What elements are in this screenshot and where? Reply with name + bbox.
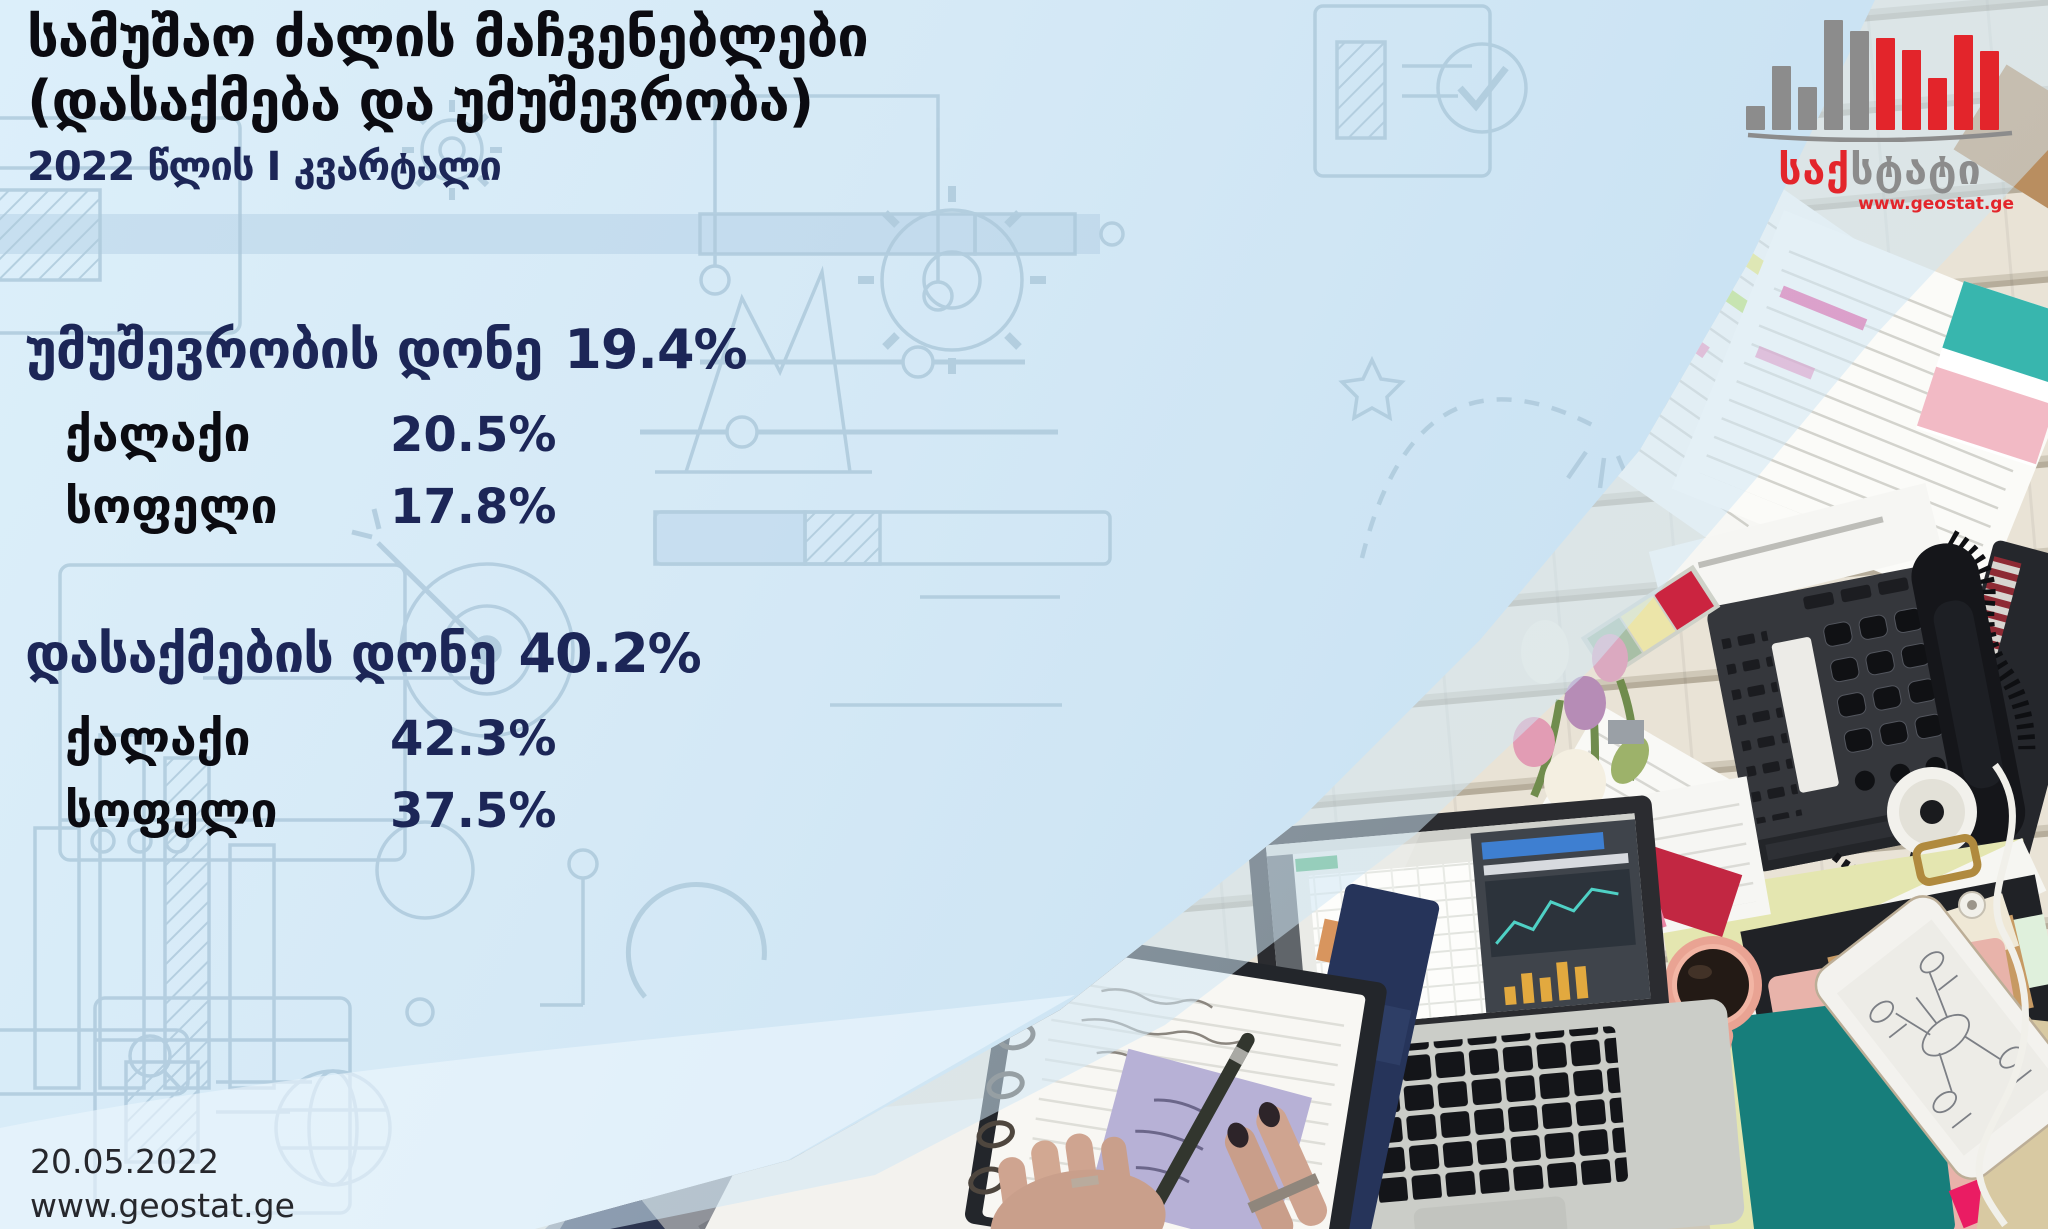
logo-bar [1954, 35, 1973, 130]
logo-bar [1928, 78, 1947, 130]
section-unemployment: უმუშევრობის დონე 19.4% ქალაქი 20.5% სოფე… [25, 318, 748, 535]
office-phone [1707, 530, 2036, 892]
logo-wordmark-red: საქ [1778, 146, 1851, 194]
logo-url: www.geostat.ge [1858, 194, 2014, 214]
clipboard-clip [1912, 834, 1982, 886]
logo-bar [1876, 38, 1895, 130]
row-label: ქალაქი [65, 407, 251, 463]
page-title-line2: (დასაქმება და უმუშევრობა) [27, 68, 814, 134]
logo-bar [1902, 50, 1921, 130]
row-value: 42.3% [390, 711, 557, 767]
logo-bar [1980, 51, 1999, 130]
logo-bar [1824, 20, 1843, 130]
pen [1136, 1032, 1255, 1229]
logo-wordmark-gray: სტატი [1850, 146, 1982, 194]
unemployment-row-rural: სოფელი 17.8% [25, 479, 747, 535]
earphones [1958, 762, 2029, 1228]
hands [990, 1102, 1328, 1229]
employment-row-urban: ქალაქი 42.3% [25, 711, 701, 767]
logo-bar [1746, 106, 1765, 130]
row-label: ქალაქი [65, 711, 251, 767]
row-label: სოფელი [65, 783, 278, 839]
row-label: სოფელი [65, 479, 278, 535]
logo-bar [1798, 87, 1817, 130]
unemployment-heading: უმუშევრობის დონე [25, 318, 543, 381]
logo-wordmark: საქ სტატი [1746, 146, 2014, 194]
footer: 20.05.2022 www.geostat.ge [30, 1140, 295, 1227]
employment-row-rural: სოფელი 37.5% [25, 783, 701, 839]
paper-roll [1887, 767, 1977, 857]
section-employment: დასაქმების დონე 40.2% ქალაქი 42.3% სოფელ… [25, 622, 702, 839]
page-title-line1: სამუშაო ძალის მაჩვენებლები [27, 5, 869, 70]
employment-heading: დასაქმების დონე [25, 622, 497, 685]
unemployment-row-urban: ქალაქი 20.5% [25, 407, 747, 463]
employment-rate-value: 40.2% [518, 622, 701, 685]
logo-bar [1772, 66, 1791, 130]
logo-bar [1850, 31, 1869, 130]
row-value: 20.5% [390, 407, 557, 463]
logo-bar-chart-icon [1746, 18, 2014, 130]
logo-underline-swoosh [1747, 130, 2013, 142]
publish-date: 20.05.2022 [30, 1142, 219, 1181]
row-value: 37.5% [390, 783, 557, 839]
row-value: 17.8% [390, 479, 557, 535]
page-subtitle: 2022 წლის I კვარტალი [27, 143, 502, 190]
geostat-logo: საქ სტატი www.geostat.ge [1746, 18, 2014, 214]
unemployment-rate-value: 19.4% [564, 318, 747, 381]
title-block: სამუშაო ძალის მაჩვენებლები (დასაქმება და… [27, 5, 869, 190]
footer-website: www.geostat.ge [30, 1185, 295, 1225]
binder-clip [1608, 720, 1644, 744]
